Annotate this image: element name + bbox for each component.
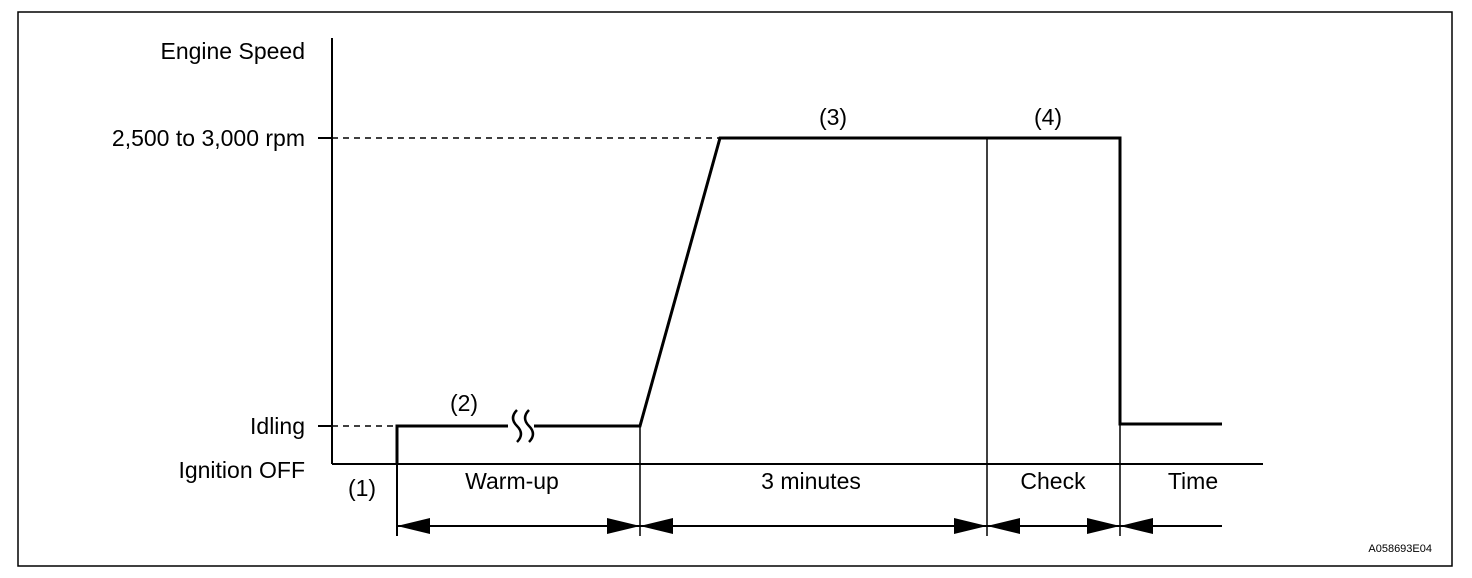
arrowheads	[397, 518, 1153, 534]
phase-label: Time	[1168, 468, 1218, 494]
step-label: (1)	[348, 475, 376, 501]
step-label: (3)	[819, 104, 847, 130]
level-label: 2,500 to 3,000 rpm	[112, 125, 305, 151]
phase-label: Check	[1020, 468, 1086, 494]
frame	[17, 11, 1453, 567]
level-label: Ignition OFF	[178, 457, 305, 483]
step-label: (2)	[450, 390, 478, 416]
figure-id: A058693E04	[1368, 543, 1432, 555]
y-label: Engine Speed	[160, 38, 305, 64]
phase-label: 3 minutes	[761, 468, 861, 494]
level-label: Idling	[250, 413, 305, 439]
phase-label: Warm-up	[465, 468, 559, 494]
break-symbol	[511, 409, 535, 443]
step-label: (4)	[1034, 104, 1062, 130]
